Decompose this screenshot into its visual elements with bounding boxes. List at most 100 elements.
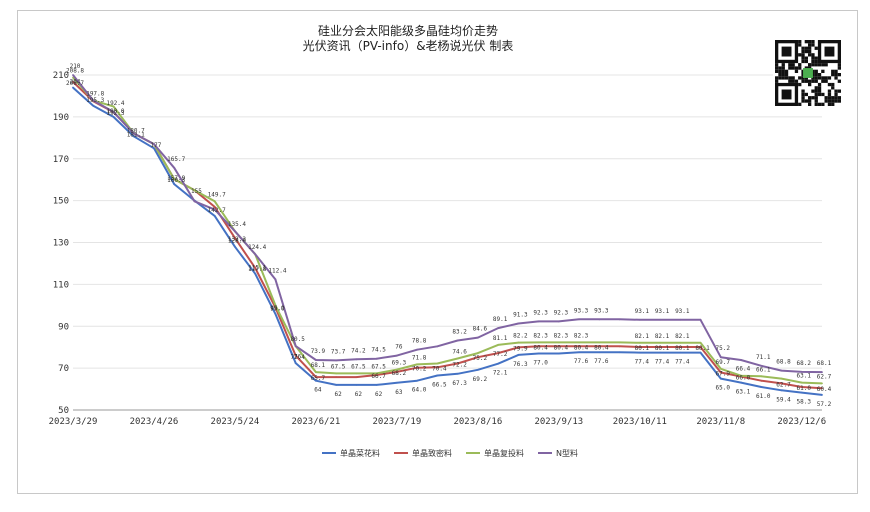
data-point [72, 74, 74, 76]
data-point [679, 341, 682, 344]
data-point [476, 336, 479, 339]
data-label: 195.3 [86, 97, 104, 104]
data-point [416, 366, 419, 369]
data-point [719, 367, 722, 370]
data-point [234, 245, 236, 248]
data-label: 206.7 [66, 80, 84, 87]
legend-label: 单晶菜花料 [340, 448, 380, 458]
data-point [173, 166, 176, 169]
data-point [800, 370, 803, 373]
data-label: 149.7 [208, 191, 226, 198]
y-tick-label: 110 [53, 280, 69, 290]
data-point [72, 81, 74, 83]
chart-frame [17, 10, 858, 494]
data-label: 73.9 [311, 348, 326, 355]
data-label: 124.4 [248, 244, 266, 251]
chart-subtitle: 光伏资讯（PV-info）&老杨说光伏 制表 [303, 38, 514, 53]
data-point [375, 372, 378, 375]
data-label: 81.1 [493, 335, 508, 342]
data-label: 72.1 [493, 370, 508, 377]
data-label: 192.3 [106, 110, 124, 117]
data-point [355, 372, 358, 375]
data-label: 74.2 [351, 347, 366, 354]
data-label: 93.3 [574, 307, 589, 314]
data-label: 82.3 [574, 332, 589, 339]
data-label: 65.7 [311, 375, 326, 382]
x-tick-label: 2023/7/19 [373, 417, 422, 427]
data-label: 68.8 [776, 359, 791, 366]
data-label: 80.4 [554, 344, 569, 351]
data-label: 74.6 [452, 348, 467, 355]
data-point [821, 394, 823, 396]
data-label: 77.6 [594, 358, 609, 365]
data-label: 135.4 [228, 221, 246, 228]
data-label: 165.7 [167, 156, 185, 163]
data-point [578, 341, 580, 344]
data-label: 77.6 [574, 358, 589, 365]
data-point [112, 105, 115, 108]
data-label: 180.7 [127, 127, 145, 134]
data-point [294, 345, 297, 348]
data-label: 82.1 [675, 333, 690, 340]
data-point [598, 318, 601, 321]
data-point [800, 381, 803, 384]
data-point [598, 341, 601, 344]
x-tick-label: 2023/6/21 [292, 417, 341, 427]
data-label: 75.2 [716, 345, 731, 352]
data-label: 204 [70, 79, 81, 86]
data-label: 63 [395, 389, 403, 396]
data-point [355, 358, 358, 361]
data-label: 128.0 [228, 238, 246, 245]
data-point [436, 366, 439, 369]
data-point [92, 104, 95, 107]
data-point [355, 383, 358, 386]
x-tick-label: 2023/12/6 [777, 417, 826, 427]
data-point [497, 343, 500, 346]
x-tick-label: 2023/4/26 [130, 417, 179, 427]
data-label: 66.1 [756, 366, 771, 373]
data-point [740, 374, 742, 377]
data-point [395, 354, 398, 357]
data-point [760, 375, 763, 378]
data-label: 132.2 [228, 236, 246, 243]
y-tick-label: 90 [58, 322, 69, 332]
series-line [72, 74, 823, 374]
data-point [375, 383, 378, 386]
data-label: 160.3 [167, 177, 185, 184]
data-point [254, 267, 257, 269]
data-point [153, 143, 155, 145]
data-point [213, 200, 216, 203]
data-point [254, 253, 257, 256]
data-label: 68.2 [797, 360, 812, 367]
data-point [517, 322, 520, 325]
data-point [456, 339, 459, 342]
y-tick-label: 150 [53, 197, 69, 207]
data-label: 71.1 [756, 354, 771, 361]
data-label: 67.5 [371, 363, 386, 370]
data-point [618, 351, 621, 354]
data-label: 66.7 [371, 373, 386, 380]
data-label: 73.7 [331, 348, 346, 355]
data-label: 62 [335, 391, 343, 398]
data-point [618, 345, 621, 348]
data-point [740, 359, 742, 361]
data-point [659, 318, 661, 321]
data-point [274, 278, 277, 281]
data-point [335, 372, 338, 375]
series-line [72, 81, 823, 390]
data-point [760, 379, 763, 382]
data-point [760, 386, 763, 388]
data-point [780, 377, 783, 380]
y-tick-label: 190 [53, 113, 69, 123]
data-point [557, 352, 560, 355]
data-label: 65.0 [716, 385, 731, 392]
data-point [598, 351, 601, 354]
data-label: 66.0 [736, 375, 751, 382]
data-label: 70.4 [432, 365, 447, 372]
data-label: 68.1 [311, 362, 326, 369]
data-point [679, 351, 682, 354]
data-label: 64.0 [412, 387, 427, 394]
data-label: 82.2 [513, 333, 528, 340]
data-label: 77.4 [655, 359, 670, 366]
